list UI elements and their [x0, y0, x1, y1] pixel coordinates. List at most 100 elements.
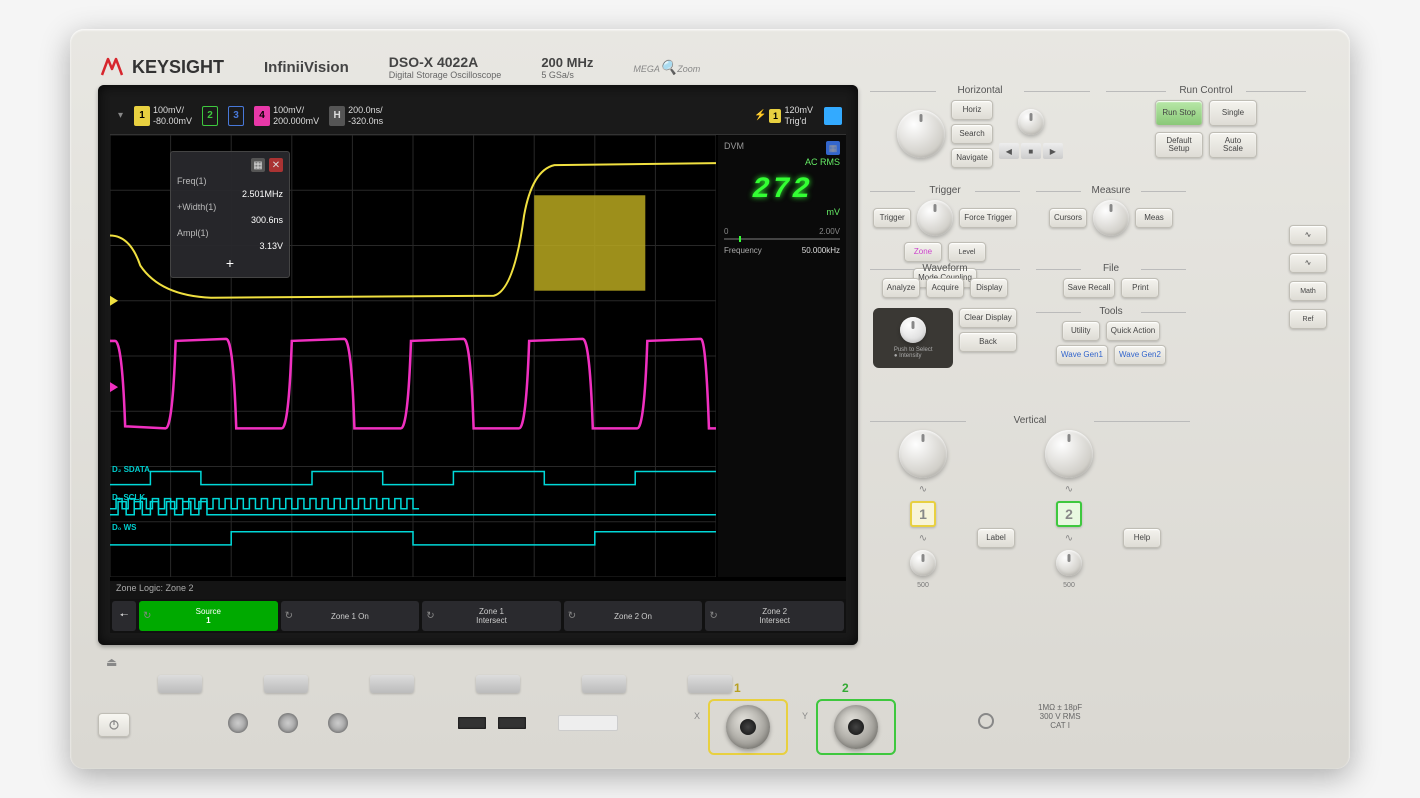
softkey-source[interactable]: ↻ Source 1 [139, 601, 278, 631]
label-button[interactable]: Label [977, 528, 1015, 548]
ch2-status[interactable]: 2 [199, 105, 221, 127]
section-tools: Tools [1036, 306, 1186, 317]
timebase-scale: 200.0ns/ [348, 105, 383, 116]
aux-port-1[interactable] [228, 713, 248, 733]
ch2-port-label: 500 [1063, 582, 1075, 589]
quick-math[interactable]: Math [1289, 281, 1327, 301]
softkey-zone1-mode[interactable]: ↻ Zone 1 Intersect [422, 601, 561, 631]
quick-action-button[interactable]: Quick Action [1106, 321, 1160, 341]
waveform-plot[interactable]: D₂ SDATA D₁ SCLK D₀ WS ▦ ✕ Freq(1) 2.501… [110, 135, 716, 577]
acquire-button[interactable]: Acquire [926, 278, 964, 298]
trigger-status[interactable]: ⚡ 1 120mV Trig'd [751, 104, 816, 128]
ch1-bnc-input[interactable] [726, 705, 770, 749]
softkey-zone2-on[interactable]: ↻ Zone 2 On [564, 601, 703, 631]
horiz-button[interactable]: Horiz [951, 100, 993, 120]
softkey-zone2-mode[interactable]: ↻ Zone 2 Intersect [705, 601, 844, 631]
menu-icon[interactable]: ▾ [114, 110, 127, 121]
nav-prev-button[interactable]: ◀ [999, 143, 1019, 159]
navigate-button[interactable]: Navigate [951, 148, 993, 168]
ch1-scale-knob[interactable] [899, 430, 947, 478]
quick-ref[interactable]: Ref [1289, 309, 1327, 329]
status-bar: ▾ 1 100mV/ -80.00mV 2 3 4 10 [110, 97, 846, 135]
section-vertical: Vertical [870, 415, 1190, 426]
usb-port-1[interactable] [458, 717, 486, 729]
hw-softkey-5[interactable] [582, 675, 626, 693]
meas-button[interactable]: Meas [1135, 208, 1173, 228]
level-button[interactable]: Level [948, 242, 986, 262]
ch1-select-button[interactable]: 1 [910, 501, 936, 527]
hw-softkey-1[interactable] [158, 675, 202, 693]
nav-stop-button[interactable]: ■ [1021, 143, 1041, 159]
series-label: InfiniiVision [264, 59, 349, 76]
meas-panel-close-icon[interactable]: ✕ [269, 158, 283, 172]
brand-logo-icon [100, 55, 124, 79]
intensity-knob[interactable] [900, 317, 926, 343]
horiz-scale-knob[interactable] [897, 110, 945, 158]
clear-display-button[interactable]: Clear Display [959, 308, 1017, 328]
hw-softkey-4[interactable] [476, 675, 520, 693]
help-button[interactable]: Help [1123, 528, 1161, 548]
autoscale-button[interactable]: Auto Scale [1209, 132, 1257, 158]
ch2-select-button[interactable]: 2 [1056, 501, 1082, 527]
timebase-status[interactable]: H 200.0ns/ -320.0ns [326, 104, 386, 128]
dvm-panel: DVM ▦ AC RMS 272 mV 0 2.00V Frequency [718, 135, 846, 577]
horiz-pos-knob[interactable] [1018, 109, 1044, 135]
screen[interactable]: ▾ 1 100mV/ -80.00mV 2 3 4 10 [110, 97, 846, 633]
bottom-hardware-row: 1 2 X Y 1MΩ ± 18pF 300 V RMS CAT I [98, 669, 1322, 749]
usb-port-2[interactable] [498, 717, 526, 729]
meas-0-label: Freq(1) [177, 176, 207, 186]
softkey-cycle-icon: ↻ [426, 611, 434, 622]
power-button[interactable] [98, 713, 130, 737]
ch4-badge: 4 [254, 106, 270, 126]
ch1-status[interactable]: 1 100mV/ -80.00mV [131, 104, 195, 128]
stop-icon[interactable] [824, 107, 842, 125]
print-button[interactable]: Print [1121, 278, 1159, 298]
ch2-pos-knob[interactable] [1056, 550, 1082, 576]
ch1-input-label: 1 [734, 681, 741, 695]
analyze-button[interactable]: Analyze [882, 278, 920, 298]
utility-button[interactable]: Utility [1062, 321, 1100, 341]
force-trigger-button[interactable]: Force Trigger [959, 208, 1017, 228]
default-setup-button[interactable]: Default Setup [1155, 132, 1203, 158]
meas-add-button[interactable]: + [177, 255, 283, 271]
single-button[interactable]: Single [1209, 100, 1257, 126]
zone-status-bar: Zone Logic: Zone 2 [110, 581, 846, 599]
aux-port-3[interactable] [328, 713, 348, 733]
card-slot[interactable] [558, 715, 618, 731]
back-button[interactable]: Back [959, 332, 1017, 352]
dvm-settings-icon[interactable]: ▦ [826, 141, 840, 155]
cursors-knob[interactable] [1093, 200, 1129, 236]
save-recall-button[interactable]: Save Recall [1063, 278, 1116, 298]
zone-button[interactable]: Zone [904, 242, 942, 262]
front-panel-controls: Horizontal Horiz Search Navigate ◀ ■ ▶ [870, 85, 1330, 645]
eject-icon[interactable]: ⏏ [106, 655, 117, 669]
nav-next-button[interactable]: ▶ [1043, 143, 1063, 159]
display-button[interactable]: Display [970, 278, 1008, 298]
hw-softkey-6[interactable] [688, 675, 732, 693]
trigger-level-knob[interactable] [917, 200, 953, 236]
bandwidth-block: 200 MHz 5 GSa/s [541, 55, 593, 80]
top-label-strip: KEYSIGHT InfiniiVision DSO-X 4022A Digit… [70, 47, 1350, 87]
ch4-status[interactable]: 4 100mV/ 200.000mV [251, 104, 322, 128]
section-measure: Measure [1036, 185, 1186, 196]
ground-terminal[interactable] [978, 713, 994, 729]
cursors-button[interactable]: Cursors [1049, 208, 1087, 228]
hw-softkey-2[interactable] [264, 675, 308, 693]
wavegen1-button[interactable]: Wave Gen1 [1056, 345, 1108, 365]
softkey-zone1-on[interactable]: ↻ Zone 1 On [281, 601, 420, 631]
ch2-scale-knob[interactable] [1045, 430, 1093, 478]
quick-sine1[interactable]: ∿ [1289, 225, 1327, 245]
measurement-panel[interactable]: ▦ ✕ Freq(1) 2.501MHz +Width(1) 300.6ns A… [170, 151, 290, 278]
ch2-bnc-input[interactable] [834, 705, 878, 749]
aux-port-2[interactable] [278, 713, 298, 733]
trigger-button[interactable]: Trigger [873, 208, 911, 228]
wavegen2-button[interactable]: Wave Gen2 [1114, 345, 1166, 365]
softkey-back[interactable]: 🠔 [112, 601, 136, 631]
ch1-pos-knob[interactable] [910, 550, 936, 576]
runstop-button[interactable]: Run Stop [1155, 100, 1203, 126]
quick-sine2[interactable]: ∿ [1289, 253, 1327, 273]
ch3-status[interactable]: 3 [225, 105, 247, 127]
hw-softkey-3[interactable] [370, 675, 414, 693]
search-button[interactable]: Search [951, 124, 993, 144]
meas-panel-grid-icon[interactable]: ▦ [251, 158, 265, 172]
